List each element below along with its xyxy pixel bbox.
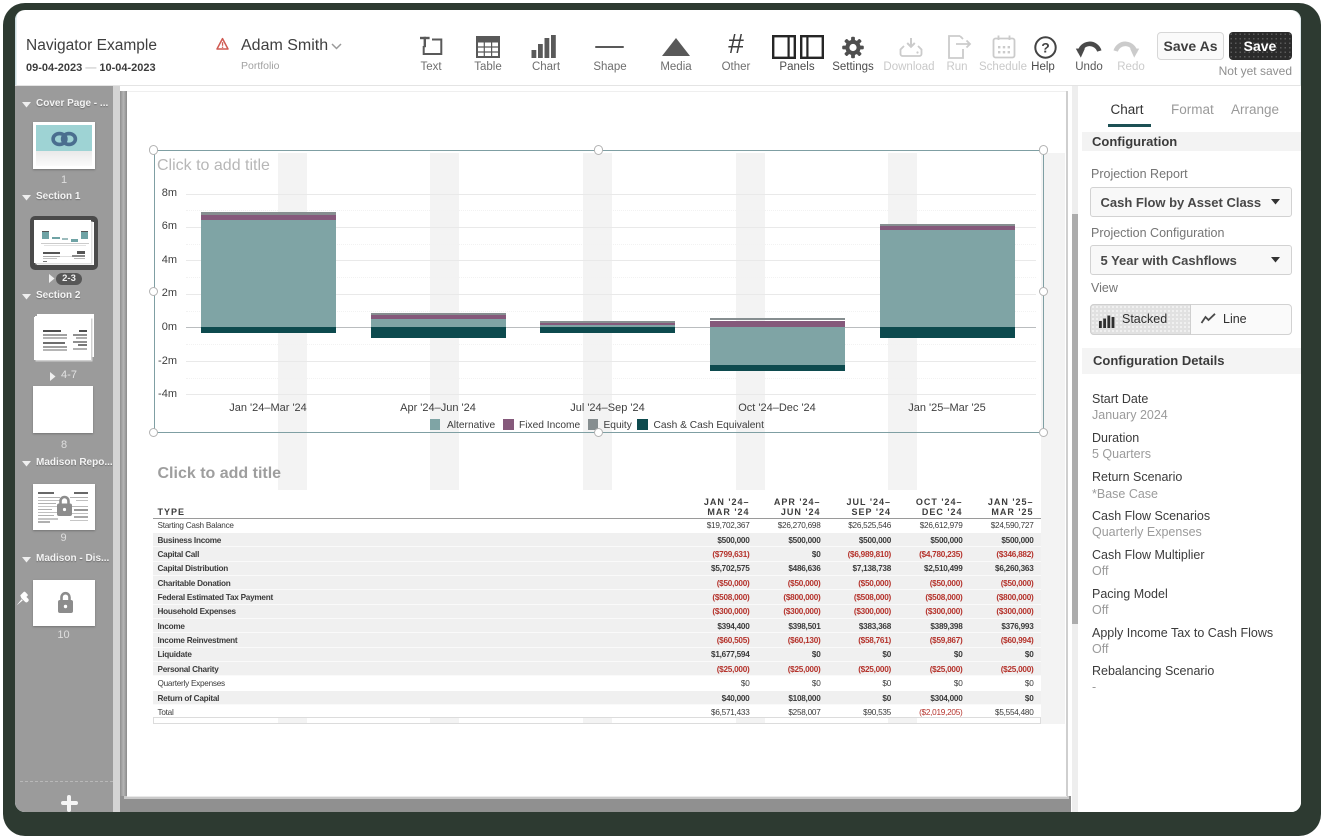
svg-text:?: ? xyxy=(1041,40,1050,56)
